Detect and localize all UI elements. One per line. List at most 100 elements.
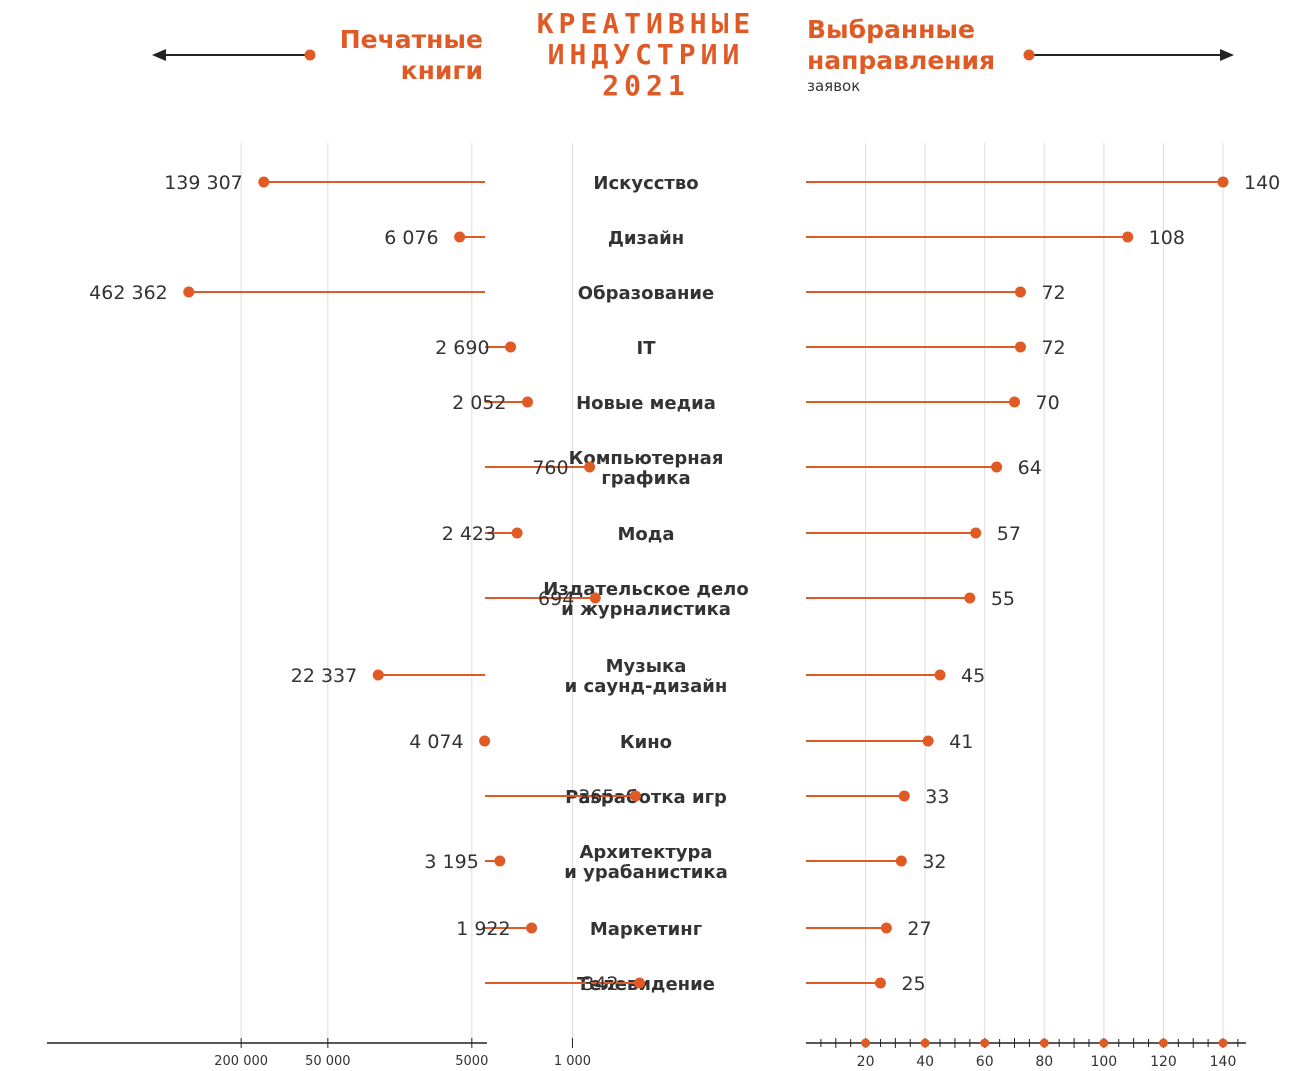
- applications-value-label: 33: [925, 786, 949, 808]
- right-axis-tick-dot: [1218, 1038, 1228, 1048]
- applications-dot: [880, 922, 892, 934]
- books-value-label: 2 690: [435, 337, 489, 359]
- books-dot: [454, 231, 466, 243]
- right-tick-label: 120: [1150, 1054, 1177, 1070]
- left-arrow-dot: [304, 49, 316, 61]
- right-axis-tick-dot: [1039, 1038, 1049, 1048]
- applications-dot: [964, 592, 976, 604]
- right-tick-label: 20: [857, 1054, 875, 1070]
- category-label: Кино: [620, 732, 672, 753]
- category-label-line2: и саунд-дизайн: [565, 676, 728, 697]
- books-dot: [511, 527, 523, 539]
- applications-dot: [1122, 231, 1134, 243]
- right-axis-tick-dot: [1158, 1038, 1168, 1048]
- category-label: Образование: [578, 283, 715, 304]
- applications-value-label: 55: [991, 588, 1015, 610]
- right-axis-tick-dot: [920, 1038, 930, 1048]
- applications-dot: [895, 855, 907, 867]
- category-label: Маркетинг: [590, 919, 702, 940]
- books-dot: [479, 735, 491, 747]
- right-tick-label: 40: [916, 1054, 934, 1070]
- left-tick-label: 200 000: [214, 1054, 268, 1069]
- applications-value-label: 27: [907, 918, 931, 940]
- right-arrow-dot: [1023, 49, 1035, 61]
- left-title-line2: книги: [400, 56, 483, 85]
- category-label-line1: Архитектура: [579, 842, 712, 863]
- books-dot: [526, 922, 538, 934]
- books-dot: [584, 461, 596, 473]
- books-value-label: 1 922: [456, 918, 510, 940]
- books-value-label: 22 337: [291, 665, 357, 687]
- applications-dot: [898, 790, 910, 802]
- books-dot: [522, 396, 534, 408]
- books-dot: [183, 286, 195, 298]
- applications-value-label: 45: [961, 665, 985, 687]
- left-arrow-head: [152, 49, 166, 61]
- applications-value-label: 25: [901, 973, 925, 995]
- category-label: IT: [637, 338, 657, 359]
- right-tick-label: 80: [1035, 1054, 1053, 1070]
- category-label: Новые медиа: [576, 393, 716, 414]
- books-value-label: 342: [582, 973, 618, 995]
- applications-dot: [922, 735, 934, 747]
- right-axis-tick-dot: [980, 1038, 990, 1048]
- left-panel-title: Печатные книги: [223, 24, 483, 86]
- right-axis-tick-dot: [1099, 1038, 1109, 1048]
- applications-dot: [934, 669, 946, 681]
- books-dot: [629, 790, 641, 802]
- right-arrow-head: [1220, 49, 1234, 61]
- applications-value-label: 70: [1036, 392, 1060, 414]
- right-title-line1: Выбранные: [807, 15, 975, 44]
- category-label-line1: Компьютерная: [569, 448, 724, 469]
- applications-dot: [991, 461, 1003, 473]
- category-label: Искусство: [593, 173, 698, 194]
- books-dot: [494, 855, 506, 867]
- right-axis-tick-dot: [861, 1038, 871, 1048]
- books-value-label: 139 307: [164, 172, 243, 194]
- books-dot: [372, 669, 384, 681]
- right-panel-title: Выбранные направления: [807, 14, 1107, 76]
- books-dot: [589, 592, 601, 604]
- category-label: Дизайн: [608, 228, 684, 249]
- books-value-label: 2 052: [452, 392, 506, 414]
- category-label: Мода: [618, 524, 675, 545]
- applications-dot: [1217, 176, 1229, 188]
- applications-value-label: 32: [922, 851, 946, 873]
- right-tick-label: 60: [976, 1054, 994, 1070]
- books-value-label: 760: [532, 457, 568, 479]
- books-value-label: 2 423: [442, 523, 496, 545]
- right-tick-label: 140: [1210, 1054, 1237, 1070]
- applications-value-label: 41: [949, 731, 973, 753]
- applications-value-label: 72: [1041, 337, 1065, 359]
- books-dot: [258, 176, 270, 188]
- category-label-line2: графика: [601, 468, 690, 489]
- books-value-label: 365: [578, 786, 614, 808]
- applications-dot: [874, 977, 886, 989]
- applications-dot: [1009, 396, 1021, 408]
- applications-dot: [970, 527, 982, 539]
- applications-value-label: 108: [1149, 227, 1185, 249]
- right-title-line2: направления: [807, 46, 996, 75]
- applications-value-label: 64: [1018, 457, 1042, 479]
- books-value-label: 6 076: [384, 227, 438, 249]
- category-label-line2: и урабанистика: [564, 862, 728, 883]
- right-tick-label: 100: [1090, 1054, 1117, 1070]
- main-title-line1: КРЕАТИВНЫЕ: [536, 7, 756, 40]
- category-label: Телевидение: [577, 974, 715, 995]
- applications-value-label: 57: [997, 523, 1021, 545]
- books-value-label: 3 195: [424, 851, 478, 873]
- left-tick-label: 5000: [455, 1054, 488, 1069]
- right-unit-label: заявок: [807, 77, 861, 95]
- books-dot: [634, 977, 646, 989]
- left-tick-label: 50 000: [305, 1054, 351, 1069]
- applications-dot: [1014, 286, 1026, 298]
- books-value-label: 694: [538, 588, 574, 610]
- left-title-line1: Печатные: [339, 25, 483, 54]
- category-label-line1: Музыка: [606, 656, 687, 677]
- applications-dot: [1014, 341, 1026, 353]
- books-value-label: 462 362: [89, 282, 168, 304]
- books-dot: [505, 341, 517, 353]
- category-label: Разработка игр: [565, 787, 727, 808]
